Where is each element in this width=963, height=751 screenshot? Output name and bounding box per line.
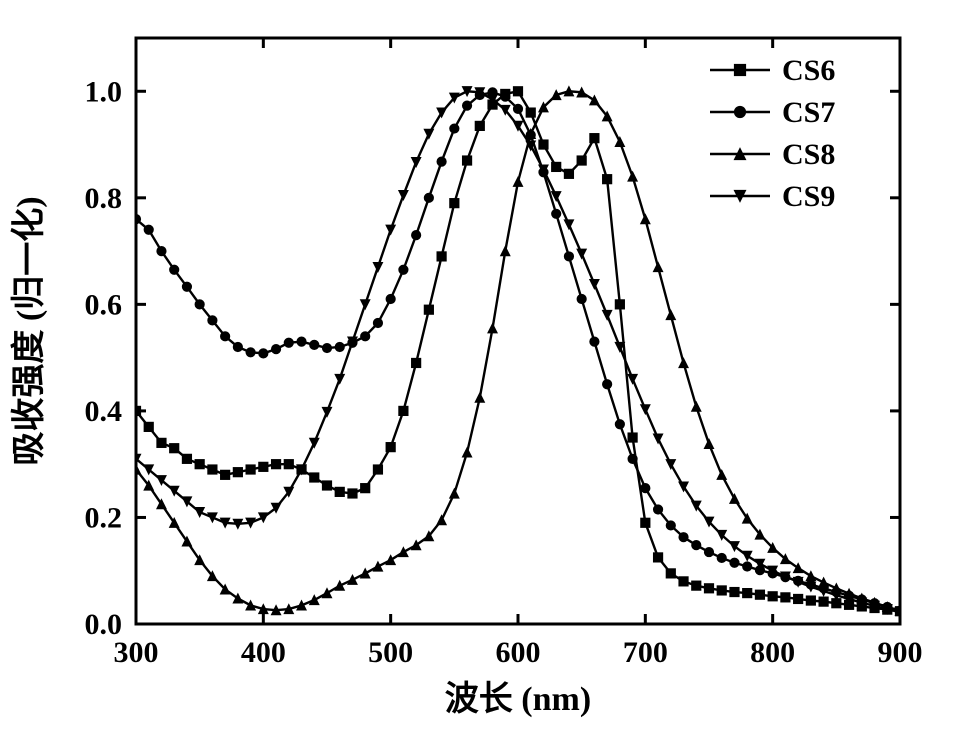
x-tick-label: 400 [241,636,286,669]
x-axis-label: 波长 (nm) [445,680,591,718]
x-tick-label: 800 [750,636,795,669]
y-tick-label: 0.6 [85,288,123,321]
x-tick-label: 900 [878,636,923,669]
absorption-chart: 3004005006007008009000.00.20.40.60.81.0波… [0,0,963,751]
x-tick-label: 600 [496,636,541,669]
y-tick-label: 0.8 [85,182,123,215]
chart-svg: 3004005006007008009000.00.20.40.60.81.0波… [0,0,963,751]
legend-label-CS9: CS9 [782,180,835,213]
y-tick-label: 1.0 [85,75,123,108]
legend-label-CS7: CS7 [782,96,835,129]
legend-label-CS6: CS6 [782,54,835,87]
y-tick-label: 0.2 [85,501,123,534]
y-tick-label: 0.4 [85,395,123,428]
y-axis-label: 吸收强度 (归一化) [10,196,48,465]
y-tick-label: 0.0 [85,608,123,641]
x-tick-label: 700 [623,636,668,669]
legend-label-CS8: CS8 [782,138,835,171]
x-tick-label: 500 [368,636,413,669]
